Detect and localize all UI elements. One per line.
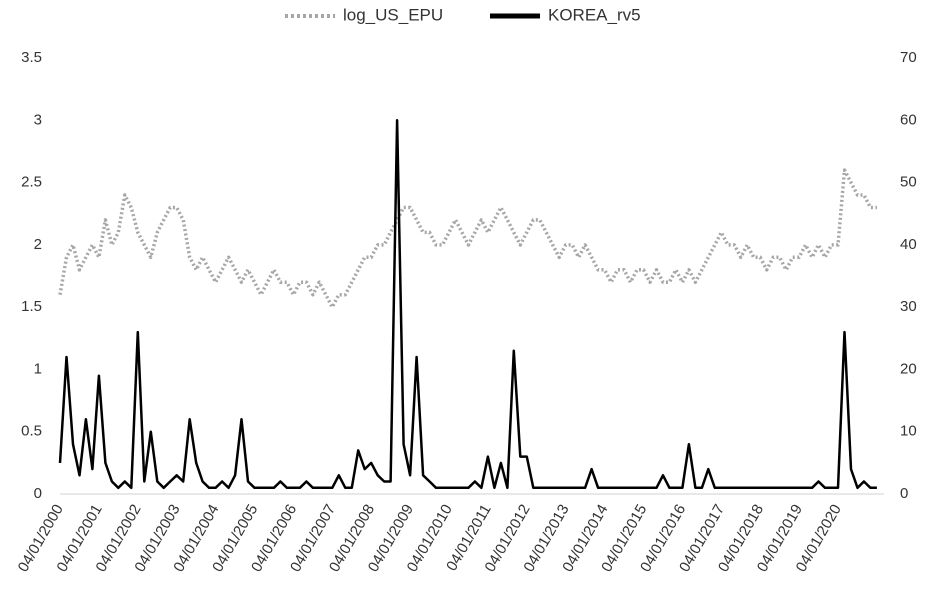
- y2-tick-label: 40: [900, 236, 917, 253]
- y-tick-label: 3: [34, 111, 42, 128]
- y2-tick-label: 20: [900, 360, 917, 377]
- y2-tick-label: 0: [900, 485, 908, 502]
- y2-tick-label: 60: [900, 111, 917, 128]
- series-line: [58, 168, 877, 309]
- y-tick-label: 0: [34, 485, 42, 502]
- y-tick-label: 0.5: [21, 423, 42, 440]
- y2-tick-label: 70: [900, 49, 917, 66]
- y-tick-label: 1: [34, 360, 42, 377]
- series-line: [58, 119, 877, 490]
- y-tick-label: 2: [34, 236, 42, 253]
- legend-label: KOREA_rv5: [548, 5, 641, 24]
- y-tick-label: 2.5: [21, 174, 42, 191]
- y2-tick-label: 30: [900, 298, 917, 315]
- y2-tick-label: 10: [900, 423, 917, 440]
- y-tick-label: 1.5: [21, 298, 42, 315]
- y-tick-label: 3.5: [21, 49, 42, 66]
- legend-label: log_US_EPU: [343, 5, 443, 24]
- y2-tick-label: 50: [900, 174, 917, 191]
